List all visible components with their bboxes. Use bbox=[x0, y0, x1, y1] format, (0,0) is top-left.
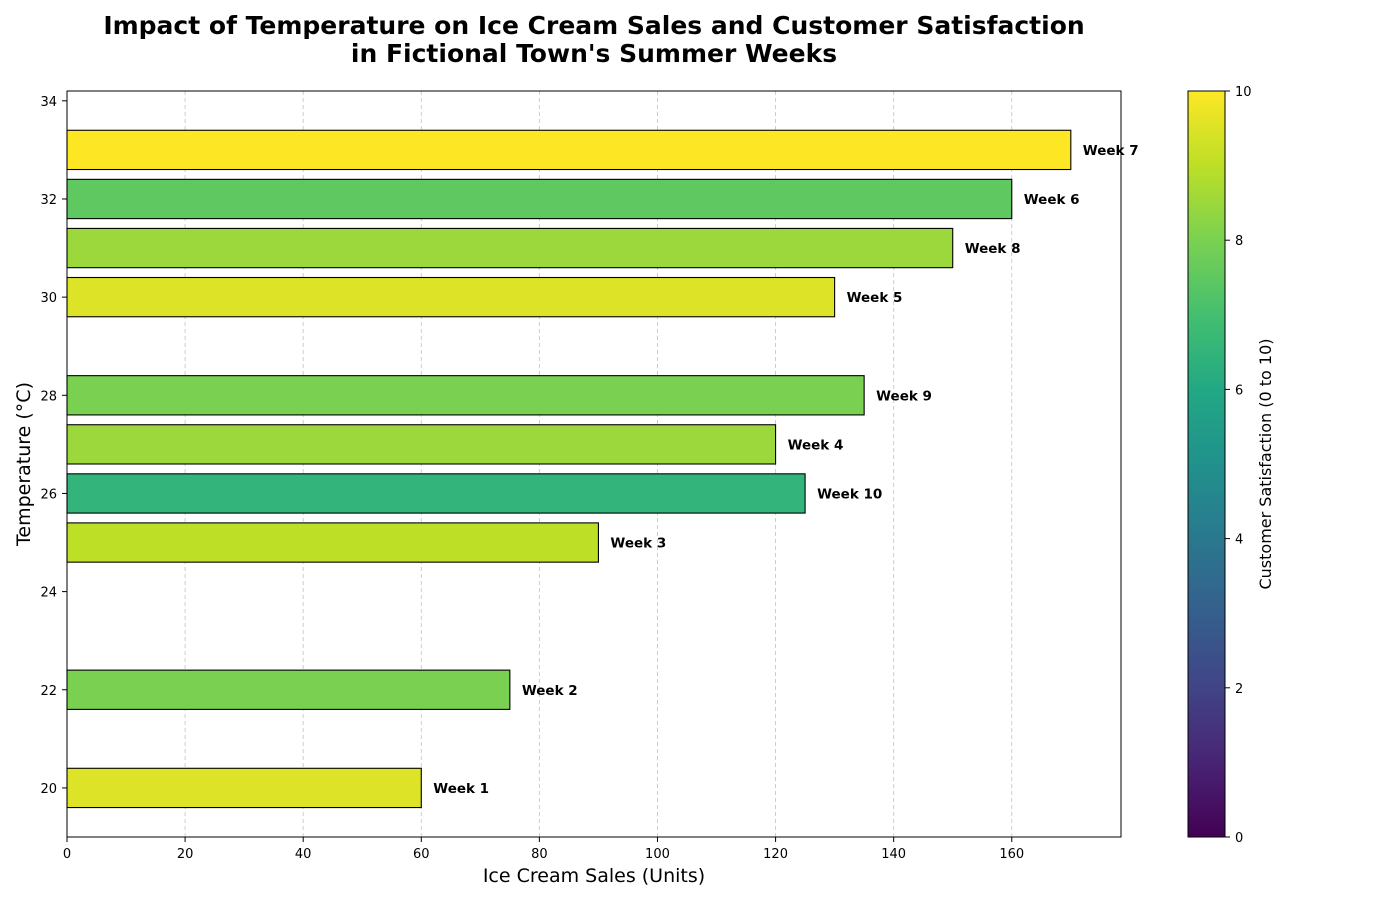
bar-week-5 bbox=[66, 276, 836, 318]
bar-label: Week 2 bbox=[522, 683, 578, 699]
colorbar-tick-label: 6 bbox=[1235, 383, 1243, 398]
x-tick-label: 160 bbox=[999, 847, 1024, 862]
y-tick-label: 32 bbox=[40, 193, 57, 208]
bar-week-10 bbox=[66, 473, 806, 514]
y-ticks: 20 22 24 26 28 30 32 34 bbox=[40, 95, 67, 797]
x-tick-label: 100 bbox=[645, 847, 670, 862]
y-tick-label: 20 bbox=[40, 782, 57, 797]
chart-title-line-2: in Fictional Town's Summer Weeks bbox=[351, 39, 837, 68]
bar-week-8 bbox=[66, 227, 954, 269]
y-tick-label: 24 bbox=[40, 586, 57, 601]
bar-label: Week 9 bbox=[876, 388, 932, 404]
x-tick-label: 60 bbox=[413, 847, 430, 862]
x-tick-label: 20 bbox=[177, 847, 194, 862]
colorbar-tick-label: 0 bbox=[1235, 831, 1243, 846]
colorbar-label: Customer Satisfaction (0 to 10) bbox=[1256, 338, 1275, 589]
x-tick-label: 140 bbox=[881, 847, 906, 862]
colorbar-ticks: 0 2 4 6 8 10 bbox=[1225, 85, 1252, 846]
colorbar-tick-label: 2 bbox=[1235, 682, 1243, 697]
y-tick-label: 30 bbox=[40, 291, 57, 306]
bar-week-7 bbox=[66, 129, 1072, 171]
bar-week-6 bbox=[66, 178, 1013, 220]
x-tick-label: 120 bbox=[763, 847, 788, 862]
x-tick-label: 80 bbox=[531, 847, 548, 862]
bar-week-9 bbox=[66, 375, 865, 416]
bar-week-3 bbox=[66, 522, 599, 563]
y-tick-label: 28 bbox=[40, 389, 57, 404]
bar-label: Week 3 bbox=[610, 536, 666, 552]
bar-labels: Week 1 Week 2 Week 3 Week 10 Week 4 Week 9 Wee… bbox=[433, 143, 1138, 797]
colorbar bbox=[1187, 90, 1226, 838]
y-tick-label: 22 bbox=[40, 684, 57, 699]
bar-week-1 bbox=[66, 767, 422, 809]
x-ticks: 0 20 40 60 80 100 120 140 160 bbox=[63, 837, 1024, 862]
bar-label: Week 10 bbox=[817, 486, 882, 502]
bar-week-4 bbox=[66, 424, 777, 465]
y-tick-label: 34 bbox=[40, 95, 57, 110]
x-tick-label: 40 bbox=[295, 847, 312, 862]
plot-frame bbox=[66, 90, 1122, 838]
bar-label: Week 6 bbox=[1024, 192, 1080, 208]
y-axis-label: Temperature (°C) bbox=[13, 382, 35, 547]
bar-week-2 bbox=[66, 669, 511, 710]
bar-label: Week 5 bbox=[847, 290, 903, 306]
colorbar-tick-label: 8 bbox=[1235, 234, 1243, 249]
colorbar-tick-label: 10 bbox=[1235, 85, 1252, 100]
y-tick-label: 26 bbox=[40, 487, 57, 502]
bars bbox=[66, 129, 1072, 809]
bar-label: Week 4 bbox=[788, 437, 844, 453]
bar-label: Week 8 bbox=[965, 241, 1021, 257]
bar-label: Week 1 bbox=[433, 781, 489, 797]
chart-title-line-1: Impact of Temperature on Ice Cream Sales… bbox=[103, 11, 1084, 40]
x-tick-label: 0 bbox=[63, 847, 71, 862]
bar-label: Week 7 bbox=[1083, 143, 1139, 159]
x-axis-label: Ice Cream Sales (Units) bbox=[483, 865, 705, 887]
colorbar-tick-label: 4 bbox=[1235, 533, 1243, 548]
